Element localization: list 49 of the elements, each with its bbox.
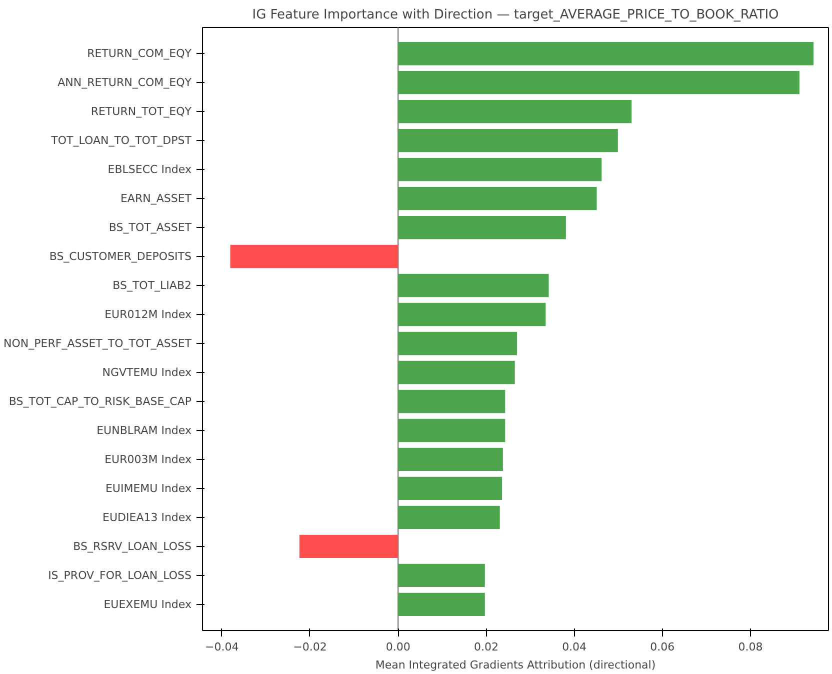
bar: [398, 418, 506, 442]
y-tick-label: RETURN_TOT_EQY: [90, 105, 192, 118]
y-tick-label: EUDIEA13 Index: [102, 510, 192, 524]
bar: [398, 42, 814, 66]
bar: [398, 390, 506, 414]
y-tick-label: BS_RSRV_LOAN_LOSS: [73, 540, 192, 553]
y-tick-label: EBLSECC Index: [108, 163, 192, 176]
bar: [398, 158, 602, 182]
y-tick-label: RETURN_COM_EQY: [87, 47, 192, 60]
bar: [398, 592, 485, 616]
bar: [398, 506, 500, 530]
x-tick-label: 0.06: [650, 640, 675, 654]
x-tick-label: −0.04: [205, 640, 239, 654]
y-tick-label: NON_PERF_ASSET_TO_TOT_ASSET: [4, 336, 192, 350]
bar: [398, 70, 800, 94]
bar: [398, 128, 618, 152]
y-tick-label: EARN_ASSET: [120, 192, 192, 206]
bar: [398, 274, 549, 298]
x-tick-label: 0.02: [474, 640, 498, 654]
x-axis-title: Mean Integrated Gradients Attribution (directional): [375, 658, 656, 672]
bar: [398, 186, 597, 210]
y-tick-label: EUNBLRAM Index: [96, 424, 192, 437]
y-tick-label: EUR003M Index: [104, 452, 192, 466]
x-tick-label: −0.02: [293, 640, 327, 654]
bar: [398, 564, 485, 588]
x-tick-label: 0.08: [738, 640, 763, 654]
y-tick-label: EUIMEMU Index: [105, 482, 192, 495]
y-tick-label: BS_TOT_LIAB2: [112, 279, 192, 292]
bar: [230, 244, 398, 268]
x-tick-label: 0.00: [386, 640, 410, 654]
bar: [398, 100, 632, 124]
y-tick-label: IS_PROV_FOR_LOAN_LOSS: [48, 568, 192, 582]
bar: [398, 360, 515, 384]
y-tick-label: EUEXEMU Index: [104, 598, 192, 611]
y-tick-label: ANN_RETURN_COM_EQY: [58, 76, 192, 90]
y-tick-label: NGVTEMU Index: [102, 366, 192, 379]
chart-title: IG Feature Importance with Direction — target_AVERAGE_PRICE_TO_BOOK_RATIO: [252, 8, 779, 22]
y-tick-label: TOT_LOAN_TO_TOT_DPST: [50, 134, 192, 148]
bar: [398, 216, 566, 240]
bar: [398, 448, 503, 472]
y-tick-label: BS_CUSTOMER_DEPOSITS: [49, 250, 192, 264]
y-tick-label: EUR012M Index: [104, 308, 192, 322]
y-tick-label: BS_TOT_CAP_TO_RISK_BASE_CAP: [8, 394, 192, 408]
bar: [299, 534, 398, 558]
y-tick-label: BS_TOT_ASSET: [108, 221, 192, 234]
bar: [398, 476, 502, 500]
bar: [398, 332, 518, 356]
x-tick-label: 0.04: [562, 640, 587, 654]
bar: [398, 302, 546, 326]
